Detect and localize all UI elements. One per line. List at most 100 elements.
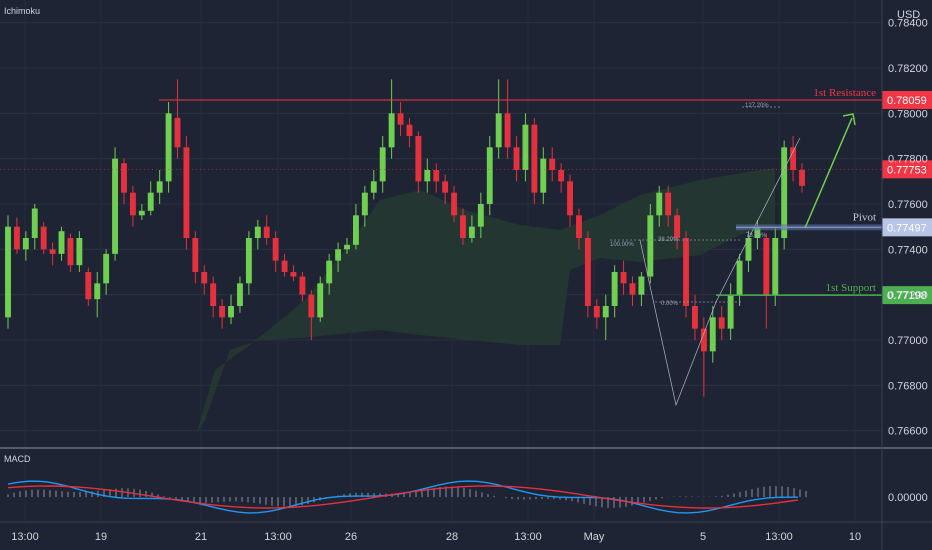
candle	[138, 204, 145, 220]
candle	[174, 79, 181, 159]
candle	[281, 253, 288, 277]
candle-body	[700, 328, 707, 352]
candle	[611, 265, 618, 318]
candle	[665, 185, 672, 227]
candle-body	[103, 253, 110, 284]
candle	[299, 272, 306, 302]
time-tick-label: 13:00	[514, 531, 542, 543]
ichimoku-cloud	[196, 168, 775, 435]
candle	[727, 283, 734, 340]
price-tick-label: 0.77200	[888, 290, 928, 302]
candle-body	[763, 238, 770, 295]
candle-body	[415, 136, 422, 182]
candle-body	[406, 124, 413, 136]
time-tick-label: 26	[345, 531, 357, 543]
candle-body	[567, 181, 573, 216]
candle-body	[611, 272, 618, 306]
price-tick-label: 0.77800	[888, 154, 928, 166]
candle-body	[683, 238, 689, 306]
candle	[709, 306, 716, 363]
candle	[790, 136, 797, 182]
candle-body	[584, 238, 591, 306]
candle	[388, 79, 395, 159]
candle	[620, 260, 627, 295]
candle-body	[370, 181, 377, 193]
candle	[477, 192, 484, 238]
candle	[397, 102, 404, 136]
candle	[540, 147, 547, 204]
candle	[67, 233, 74, 272]
support-tag-text: 0.77198	[887, 290, 927, 302]
candle-body	[344, 244, 350, 250]
fib-label: 0.00%	[661, 301, 679, 307]
candle-body	[58, 231, 65, 254]
candle-body	[691, 306, 698, 329]
candle-body	[558, 170, 565, 182]
candle-body	[468, 226, 475, 238]
candle-body	[781, 147, 788, 238]
candle-body	[460, 215, 466, 238]
fib-label: 127.20%	[745, 103, 769, 109]
candle	[683, 231, 689, 318]
price-tick-label: 0.76800	[888, 380, 928, 392]
candle	[112, 147, 119, 261]
candle	[49, 242, 56, 266]
price-axis[interactable]: 0.78400 0.78200 0.78000 0.77800 0.77600 0.774…	[888, 18, 928, 438]
candle-body	[451, 192, 458, 216]
candlestick-series	[5, 79, 805, 397]
price-tick-label: 0.76600	[888, 426, 928, 438]
arrow-head-icon	[842, 113, 856, 126]
candle-body	[31, 208, 38, 238]
time-tick-label: May	[584, 531, 605, 543]
candle-body	[245, 238, 252, 284]
candle-body	[299, 276, 306, 295]
candle-body	[620, 272, 627, 284]
macd-label: MACD	[4, 454, 31, 464]
fib-label: 100.00%	[610, 242, 634, 248]
candle-body	[647, 215, 654, 277]
candle-body	[290, 272, 297, 277]
candle	[352, 204, 359, 250]
candle-body	[709, 317, 716, 352]
candle-body	[129, 192, 136, 216]
candle-body	[165, 113, 172, 182]
candle	[531, 117, 538, 204]
fibonacci-lines: 127.20% 100.00% 38.20% 78.60% 0.00%	[610, 103, 801, 407]
candle	[317, 276, 324, 322]
candle	[772, 226, 779, 306]
candle-body	[361, 192, 368, 216]
time-tick-label: 5	[700, 531, 706, 543]
candle-body	[67, 238, 74, 266]
candle-body	[495, 113, 502, 148]
time-tick-label: 10	[849, 531, 861, 543]
candle	[486, 136, 493, 216]
candle-body	[335, 249, 342, 261]
candle-body	[13, 226, 20, 250]
candle	[58, 226, 65, 261]
signal-line	[7, 485, 799, 509]
candle-body	[799, 170, 805, 186]
candle	[593, 299, 600, 329]
candle-body	[531, 124, 538, 193]
candle	[379, 136, 386, 193]
candle-body	[147, 192, 154, 211]
price-tick-label: 0.78200	[888, 63, 928, 75]
candle	[781, 140, 788, 250]
candle-body	[237, 283, 243, 306]
candle-body	[754, 226, 761, 238]
indicator-label: Ichimoku	[4, 6, 40, 16]
candle	[245, 231, 252, 295]
price-tick-label: 0.78000	[888, 108, 928, 120]
candle	[22, 231, 29, 261]
support-tag	[882, 286, 932, 305]
price-tick-label: 0.77400	[888, 244, 928, 256]
candle	[210, 276, 217, 318]
currency-label: USD	[897, 9, 920, 21]
candle-body	[736, 260, 743, 295]
candle-body	[49, 249, 56, 254]
candle	[361, 185, 368, 227]
time-axis[interactable]: 13:00 19 21 13:00 26 28 13:00 May 5 13:00 10	[11, 531, 861, 543]
candle	[326, 253, 333, 295]
candle-body	[112, 158, 119, 254]
